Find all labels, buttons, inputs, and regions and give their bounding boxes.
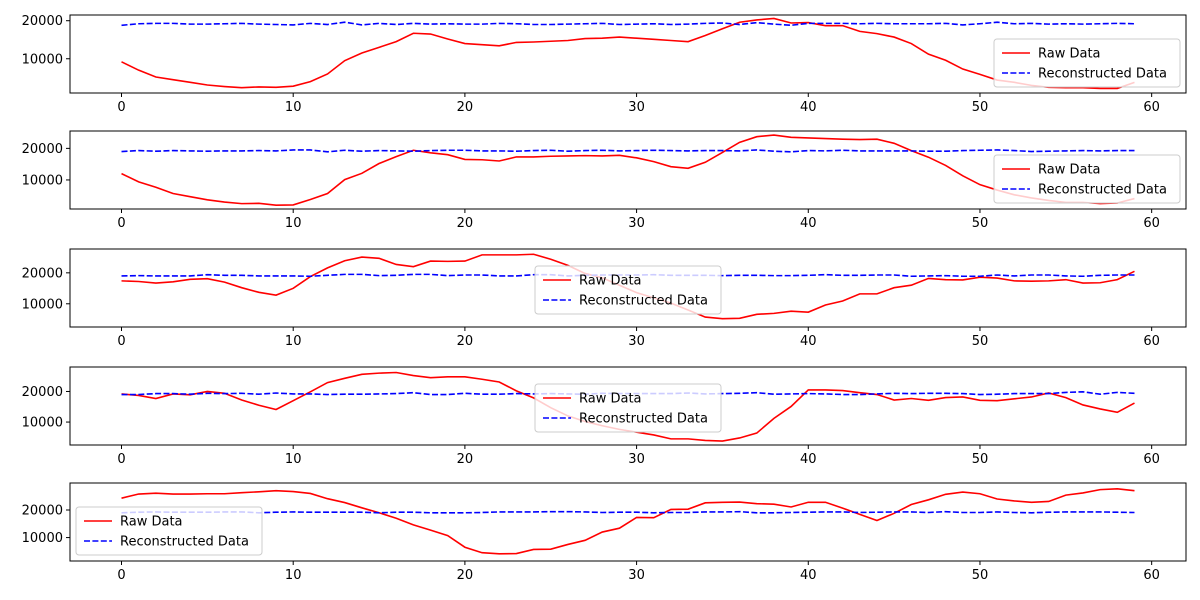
reconstructed-data-line-2 xyxy=(121,149,1135,153)
legend-label: Raw Data xyxy=(579,392,642,407)
x-tick-label: 10 xyxy=(285,452,302,467)
x-tick-label: 40 xyxy=(800,452,817,467)
y-tick-label: 10000 xyxy=(22,297,63,312)
y-tick-label: 10000 xyxy=(22,531,63,546)
x-tick-label: 20 xyxy=(457,100,474,115)
legend-label: Reconstructed Data xyxy=(120,535,249,550)
reconstructed-data-line-5 xyxy=(121,510,1135,514)
legend-2: Raw Data Reconstructed Data xyxy=(993,154,1181,204)
x-tick-label: 20 xyxy=(457,452,474,467)
x-tick-label: 40 xyxy=(800,334,817,349)
raw-data-line-5 xyxy=(121,487,1135,555)
x-tick-label: 50 xyxy=(972,216,989,231)
legend-label: Reconstructed Data xyxy=(1038,183,1167,198)
x-tick-label: 50 xyxy=(972,452,989,467)
axes-frame-1 xyxy=(69,14,1187,94)
x-tick-label: 50 xyxy=(972,334,989,349)
legend-label: Raw Data xyxy=(1038,163,1101,178)
axes-frame-2 xyxy=(69,130,1187,210)
x-tick-label: 50 xyxy=(972,568,989,583)
x-tick-label: 10 xyxy=(285,100,302,115)
legend-label: Raw Data xyxy=(579,274,642,289)
x-tick-label: 30 xyxy=(628,452,645,467)
y-tick-label: 10000 xyxy=(22,173,63,188)
legend-box xyxy=(534,265,722,315)
x-tick-label: 20 xyxy=(457,216,474,231)
x-tick-label: 30 xyxy=(628,568,645,583)
legend-label: Reconstructed Data xyxy=(1038,67,1167,82)
axes-frame-3 xyxy=(69,248,1187,328)
x-tick-label: 20 xyxy=(457,334,474,349)
x-tick-label: 30 xyxy=(628,100,645,115)
x-tick-label: 50 xyxy=(972,100,989,115)
y-tick-label: 20000 xyxy=(22,142,63,157)
legend-box xyxy=(993,154,1181,204)
x-tick-label: 0 xyxy=(117,216,125,231)
axes-frame-4 xyxy=(69,366,1187,446)
x-tick-label: 0 xyxy=(117,452,125,467)
legend-label: Raw Data xyxy=(1038,47,1101,62)
x-tick-label: 60 xyxy=(1143,100,1160,115)
x-tick-label: 40 xyxy=(800,568,817,583)
x-tick-label: 10 xyxy=(285,216,302,231)
legend-label: Raw Data xyxy=(120,515,183,530)
x-tick-label: 60 xyxy=(1143,452,1160,467)
x-tick-label: 40 xyxy=(800,100,817,115)
x-tick-label: 20 xyxy=(457,568,474,583)
y-tick-label: 10000 xyxy=(22,52,63,67)
x-tick-label: 40 xyxy=(800,216,817,231)
legend-5: Raw Data Reconstructed Data xyxy=(75,506,263,556)
subplot-3: 0 10 20 30 40 50 60 10000 20000 Raw Data Reconstru… xyxy=(22,248,1187,349)
x-tick-label: 10 xyxy=(285,334,302,349)
x-tick-label: 0 xyxy=(117,334,125,349)
subplot-5: 0 10 20 30 40 50 60 10000 20000 Raw Data Reconstru… xyxy=(22,482,1187,583)
x-tick-label: 30 xyxy=(628,216,645,231)
x-tick-label: 0 xyxy=(117,100,125,115)
legend-label: Reconstructed Data xyxy=(579,412,708,427)
legend-3: Raw Data Reconstructed Data xyxy=(534,265,722,315)
x-tick-label: 60 xyxy=(1143,568,1160,583)
y-tick-label: 20000 xyxy=(22,14,63,29)
y-tick-label: 20000 xyxy=(22,266,63,281)
legend-4: Raw Data Reconstructed Data xyxy=(534,383,722,433)
subplot-4: 0 10 20 30 40 50 60 10000 20000 Raw Data Reconstru… xyxy=(22,366,1187,467)
legend-box xyxy=(993,38,1181,88)
x-tick-label: 30 xyxy=(628,334,645,349)
raw-data-line-1 xyxy=(121,17,1135,90)
axes-frame-5 xyxy=(69,482,1187,562)
x-tick-label: 60 xyxy=(1143,334,1160,349)
legend-label: Reconstructed Data xyxy=(579,294,708,309)
subplot-2: 0 10 20 30 40 50 60 10000 20000 Raw Data Reconstru… xyxy=(22,130,1187,231)
x-tick-label: 0 xyxy=(117,568,125,583)
y-tick-label: 20000 xyxy=(22,504,63,519)
subplot-1: 0 10 20 30 40 50 60 10000 20000 Raw Data Reconstru… xyxy=(22,14,1187,115)
x-tick-label: 10 xyxy=(285,568,302,583)
raw-data-line-2 xyxy=(121,134,1135,207)
y-tick-label: 20000 xyxy=(22,385,63,400)
reconstructed-data-line-1 xyxy=(121,21,1135,27)
legend-box xyxy=(75,506,263,556)
y-tick-label: 10000 xyxy=(22,416,63,431)
legend-box xyxy=(534,383,722,433)
legend-1: Raw Data Reconstructed Data xyxy=(993,38,1181,88)
x-tick-label: 60 xyxy=(1143,216,1160,231)
